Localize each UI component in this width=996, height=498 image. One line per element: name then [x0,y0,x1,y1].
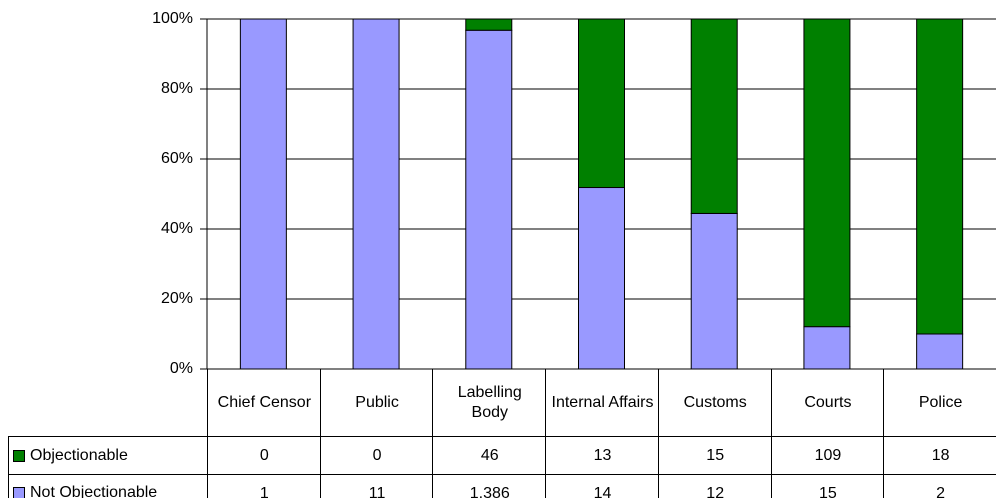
bar-segment [916,333,964,370]
bar-segment [803,326,851,370]
y-tick-label: 100% [152,10,193,27]
category-header: Public [319,369,434,437]
table-value: 14 [545,475,659,498]
bar-segment [803,18,851,328]
legend-entry: Not Objectionable [8,474,208,498]
legend-swatch [13,487,25,498]
legend-label: Objectionable [30,446,128,464]
category-header: Labelling Body [432,369,547,437]
bar-segment [239,18,287,370]
legend-label: Not Objectionable [30,484,158,498]
bar-segment [352,18,400,370]
category-header: Customs [657,369,772,437]
category-header: Chief Censor [207,369,321,437]
table-value: 12 [657,475,772,498]
legend-swatch [13,449,25,462]
table-value: 15 [657,437,772,475]
bar-segment [465,18,513,31]
category-header: Courts [770,369,885,437]
table-value: 109 [770,437,885,475]
bar-segment [690,212,738,370]
bar-segment [690,18,738,214]
table-value: 0 [207,437,321,475]
table-value: 1 [207,475,321,498]
y-tick-label: 0% [170,360,193,377]
y-tick-label: 20% [161,290,193,307]
bar-segment [916,18,964,335]
bar-segment [578,18,625,189]
bar-segment [578,187,625,370]
legend-entry: Objectionable [8,436,208,475]
table-value: 13 [545,437,659,475]
y-tick-label: 80% [161,80,193,97]
table-value: 46 [432,437,547,475]
category-header: Police [883,369,996,437]
table-value: 18 [883,437,996,475]
table-value: 2 [883,475,996,498]
table-value: 0 [319,437,434,475]
y-tick-label: 40% [161,220,193,237]
table-value: 15 [770,475,885,498]
category-header: Internal Affairs [545,369,659,437]
table-value: 1,386 [432,475,546,498]
y-tick-label: 60% [161,150,193,167]
bar-segment [465,29,513,370]
table-value: 11 [319,475,434,498]
